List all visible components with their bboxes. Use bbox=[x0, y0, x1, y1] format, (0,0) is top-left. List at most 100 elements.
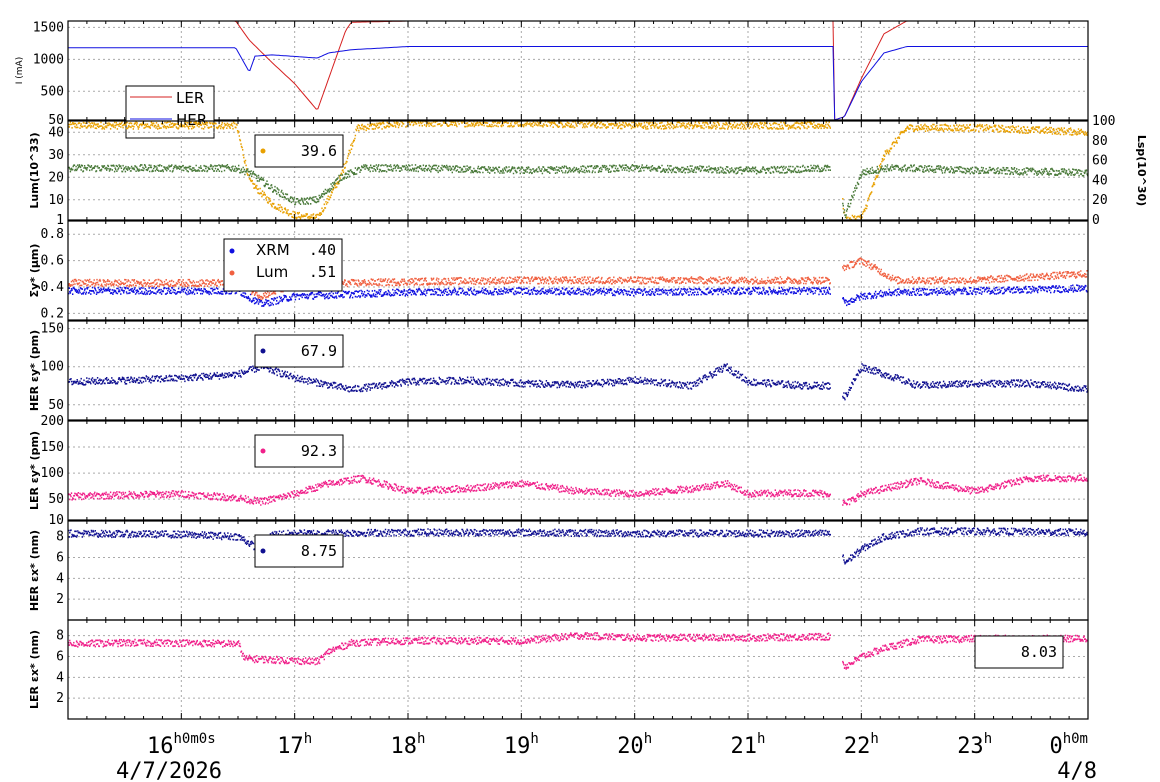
y-tick-label: 20 bbox=[48, 170, 64, 185]
y-tick-label: 2 bbox=[56, 592, 64, 607]
series-line-LER bbox=[68, 21, 1088, 120]
y-tick-label: 8 bbox=[56, 530, 64, 545]
value-box bbox=[254, 534, 344, 568]
y-axis-label: Lum(10^33) bbox=[28, 132, 41, 208]
legend-label-XRM: XRM bbox=[256, 241, 290, 259]
series-points-LER εy* bbox=[68, 474, 1088, 506]
series-group bbox=[68, 121, 1088, 220]
value-box-value: 8.03 bbox=[1021, 643, 1057, 661]
panel-7: 2 4 6 8 LER εx* (nm) 8.03 bbox=[28, 619, 1089, 720]
panel-frame bbox=[67, 220, 1089, 321]
y2-axis-label: Lsp(10^30) bbox=[1135, 135, 1148, 206]
y2-tick-label: 80 bbox=[1092, 134, 1108, 149]
y-tick-label: 40 bbox=[48, 125, 64, 140]
y-tick-label: 0.6 bbox=[41, 254, 64, 269]
legend-value-Lum: .51 bbox=[309, 263, 336, 281]
series-group bbox=[68, 527, 1088, 565]
value-box bbox=[254, 134, 344, 168]
y-tick-label: 150 bbox=[41, 322, 64, 337]
series-group bbox=[68, 363, 1088, 401]
y-tick-label: 6 bbox=[56, 649, 64, 664]
y2-tick-label: 60 bbox=[1092, 154, 1108, 169]
x-tick-label: 20h bbox=[617, 731, 652, 759]
value-box-marker bbox=[260, 348, 266, 354]
y-axis-label: LER εx* (nm) bbox=[28, 630, 41, 709]
series-group bbox=[68, 474, 1088, 506]
y-tick-label: 500 bbox=[41, 84, 64, 99]
series-group bbox=[68, 632, 1088, 670]
panel-2: 1 10 20 30 40 Lum(10^33) 0 20 40 60 80 100 Lsp(10^30… bbox=[28, 114, 1148, 228]
series-points-XRM bbox=[68, 284, 1088, 307]
value-box bbox=[974, 635, 1064, 669]
y-tick-label: 150 bbox=[41, 440, 64, 455]
y-tick-label: 0.8 bbox=[41, 227, 64, 242]
y-tick-label: 100 bbox=[41, 360, 64, 375]
panel-6: 2 4 6 8 HER εx* (nm) 8.75 bbox=[28, 520, 1089, 621]
value-box-value: 39.6 bbox=[301, 142, 337, 160]
x-tick-label: 23h bbox=[957, 731, 992, 759]
panel-frame bbox=[67, 20, 1089, 121]
series-group bbox=[68, 257, 1088, 307]
y-tick-label: 1500 bbox=[33, 20, 64, 35]
y-tick-label: 30 bbox=[48, 148, 64, 163]
value-box bbox=[254, 334, 344, 368]
x-tick-label: 19h bbox=[504, 731, 539, 759]
y-tick-label: 0.4 bbox=[41, 280, 65, 295]
y-tick-label: 4 bbox=[56, 571, 64, 586]
y-tick-label: 1 bbox=[56, 213, 64, 228]
y-tick-label: 8 bbox=[56, 629, 64, 644]
value-box-marker bbox=[260, 448, 266, 454]
y-axis-label: HER εy* (pm) bbox=[28, 330, 41, 411]
value-box-value: 92.3 bbox=[301, 442, 337, 460]
value-box-marker bbox=[260, 548, 266, 554]
y-tick-label: 10 bbox=[48, 193, 64, 208]
x-tick-label: 0h0m bbox=[1049, 731, 1088, 759]
series-points-HER εy* bbox=[68, 363, 1088, 401]
series-points-HER εx* bbox=[68, 527, 1088, 565]
y-tick-label: 50 bbox=[48, 492, 64, 507]
value-box bbox=[254, 434, 344, 468]
series-line-HER bbox=[68, 46, 1088, 120]
y-tick-label: 0.2 bbox=[41, 306, 64, 321]
series-points-LER εx* bbox=[68, 632, 1088, 670]
x-tick-label: 21h bbox=[731, 731, 766, 759]
date-end: 4/8 bbox=[1057, 759, 1097, 782]
y-tick-label: 100 bbox=[41, 466, 64, 481]
panel-frame bbox=[67, 420, 1089, 521]
y2-tick-label: 20 bbox=[1092, 193, 1108, 208]
series-group bbox=[68, 21, 1088, 120]
x-tick-label: 16h0m0s bbox=[147, 731, 216, 759]
y2-tick-label: 40 bbox=[1092, 173, 1108, 188]
y-tick-label: 6 bbox=[56, 550, 64, 565]
y2-tick-label: 100 bbox=[1092, 114, 1115, 129]
legend-marker-XRM bbox=[229, 248, 235, 254]
y-axis-label: I (mA) bbox=[15, 57, 25, 84]
x-tick-label: 17h bbox=[277, 731, 312, 759]
x-tick-label: 18h bbox=[391, 731, 426, 759]
y-tick-label: 200 bbox=[41, 414, 64, 429]
y-tick-label: 50 bbox=[48, 398, 64, 413]
y-tick-label: 10 bbox=[48, 513, 64, 528]
y2-tick-label: 0 bbox=[1092, 213, 1100, 228]
date-start: 4/7/2026 bbox=[116, 759, 222, 782]
y-axis-label: Σy* (µm) bbox=[28, 244, 41, 298]
value-box-value: 8.75 bbox=[301, 542, 337, 560]
y-tick-label: 2 bbox=[56, 691, 64, 706]
y-tick-label: 50 bbox=[48, 113, 64, 128]
legend-value-box bbox=[223, 238, 343, 292]
x-tick-label: 22h bbox=[844, 731, 879, 759]
series-points-Lum bbox=[68, 121, 1088, 220]
series-points-Lsp bbox=[68, 164, 1088, 219]
y-axis-label: LER εy* (pm) bbox=[28, 431, 41, 510]
legend-marker-Lum bbox=[229, 270, 235, 276]
value-box-marker bbox=[260, 148, 266, 154]
value-box-value: 67.9 bbox=[301, 342, 337, 360]
panel-3: 0.2 0.4 0.6 0.8Σy* (µm) XRM .40 Lum .51 bbox=[28, 220, 1089, 321]
legend-label-Lum: Lum bbox=[256, 263, 288, 281]
y-tick-label: 4 bbox=[56, 670, 64, 685]
